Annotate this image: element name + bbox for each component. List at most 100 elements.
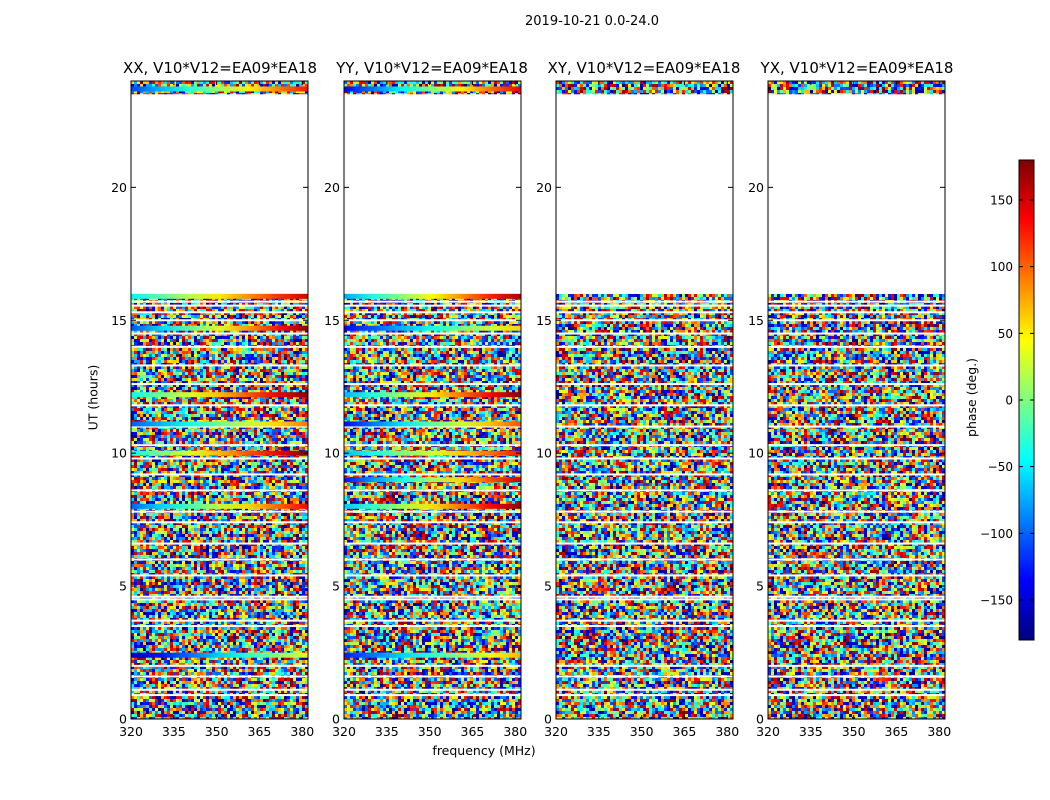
colorbar-tick-label: 0: [1005, 394, 1013, 408]
flagged-row: [131, 332, 308, 335]
flagged-row: [131, 688, 308, 691]
colorbar-tick-label: 50: [998, 327, 1013, 341]
flagged-row: [131, 319, 308, 322]
flagged-row: [556, 457, 733, 460]
flagged-row: [556, 473, 733, 476]
flagged-row: [556, 521, 733, 524]
flagged-row: [131, 444, 308, 447]
y-tick-label: 0: [756, 712, 764, 727]
flagged-row: [768, 688, 945, 691]
flagged-row: [556, 694, 733, 697]
flagged-row: [344, 319, 521, 322]
flagged-row: [131, 510, 308, 513]
flagged-row: [131, 457, 308, 460]
flagged-row: [344, 510, 521, 513]
y-tick-label: 20: [536, 180, 552, 195]
flagged-row: [344, 300, 521, 303]
flagged-row: [344, 694, 521, 697]
flagged-row: [131, 664, 308, 667]
flagged-row: [556, 598, 733, 601]
flagged-row: [131, 304, 308, 307]
x-tick-label: 320: [756, 724, 780, 739]
flagged-row: [768, 304, 945, 307]
data-gap: [344, 94, 521, 294]
flagged-row: [131, 574, 308, 577]
panel-frame: [555, 80, 734, 720]
flagged-row: [131, 300, 308, 303]
coherent-row: [344, 652, 521, 658]
y-tick-label: 0: [119, 712, 127, 727]
flagged-row: [344, 595, 521, 598]
x-tick-label: 380: [715, 724, 739, 739]
y-tick-label: 15: [536, 313, 552, 328]
panel-frame: [767, 80, 946, 720]
flagged-row: [768, 332, 945, 335]
flagged-row: [768, 425, 945, 428]
flagged-row: [768, 510, 945, 513]
panel-frame: [130, 80, 309, 720]
y-tick-label: 20: [111, 180, 127, 195]
flagged-row: [131, 345, 308, 348]
coherent-row: [131, 293, 308, 299]
flagged-row: [131, 694, 308, 697]
x-tick-label: 365: [248, 724, 272, 739]
flagged-row: [344, 688, 521, 691]
flagged-row: [556, 364, 733, 367]
flagged-row: [556, 574, 733, 577]
x-tick-label: 320: [119, 724, 143, 739]
coherent-row: [344, 450, 521, 456]
flagged-row: [768, 574, 945, 577]
y-tick-label: 10: [111, 446, 127, 461]
flagged-row: [344, 364, 521, 367]
flagged-row: [768, 619, 945, 622]
coherent-row: [344, 421, 521, 427]
x-tick-label: 335: [799, 724, 823, 739]
y-tick-label: 5: [332, 579, 340, 594]
colorbar-tick-label: −50: [988, 460, 1013, 474]
x-tick-label: 335: [375, 724, 399, 739]
flagged-row: [131, 404, 308, 407]
flagged-row: [131, 542, 308, 545]
flagged-row: [344, 457, 521, 460]
flagged-row: [344, 675, 521, 678]
flagged-row: [556, 300, 733, 303]
flagged-row: [556, 319, 733, 322]
y-tick-label: 5: [756, 579, 764, 594]
flagged-row: [344, 311, 521, 314]
flagged-row: [131, 383, 308, 386]
flagged-row: [556, 489, 733, 492]
flagged-row: [556, 542, 733, 545]
flagged-row: [344, 624, 521, 627]
flagged-row: [131, 364, 308, 367]
flagged-row: [131, 558, 308, 561]
flagged-row: [344, 304, 521, 307]
flagged-row: [344, 489, 521, 492]
x-tick-label: 320: [544, 724, 568, 739]
flagged-row: [556, 332, 733, 335]
flagged-row: [768, 558, 945, 561]
x-tick-label: 380: [503, 724, 527, 739]
flagged-row: [556, 510, 733, 513]
flagged-row: [556, 383, 733, 386]
x-tick-label: 365: [673, 724, 697, 739]
flagged-row: [131, 595, 308, 598]
heatmap-panel-1: [344, 81, 521, 719]
flagged-row: [344, 619, 521, 622]
colorbar-tick-label: 150: [990, 194, 1013, 208]
flagged-row: [768, 521, 945, 524]
flagged-row: [768, 595, 945, 598]
x-tick-label: 320: [332, 724, 356, 739]
flagged-row: [556, 619, 733, 622]
x-tick-label: 335: [162, 724, 186, 739]
data-gap: [556, 94, 733, 294]
flagged-row: [768, 345, 945, 348]
figure-title: 2019-10-21 0.0-24.0: [525, 14, 659, 29]
flagged-row: [344, 558, 521, 561]
colorbar-tick-label: −150: [980, 594, 1013, 608]
panel-title-xy: XY, V10*V12=EA09*EA18: [548, 59, 741, 77]
x-tick-label: 380: [927, 724, 951, 739]
coherent-row: [344, 325, 521, 331]
flagged-row: [344, 444, 521, 447]
coherent-row: [131, 325, 308, 331]
